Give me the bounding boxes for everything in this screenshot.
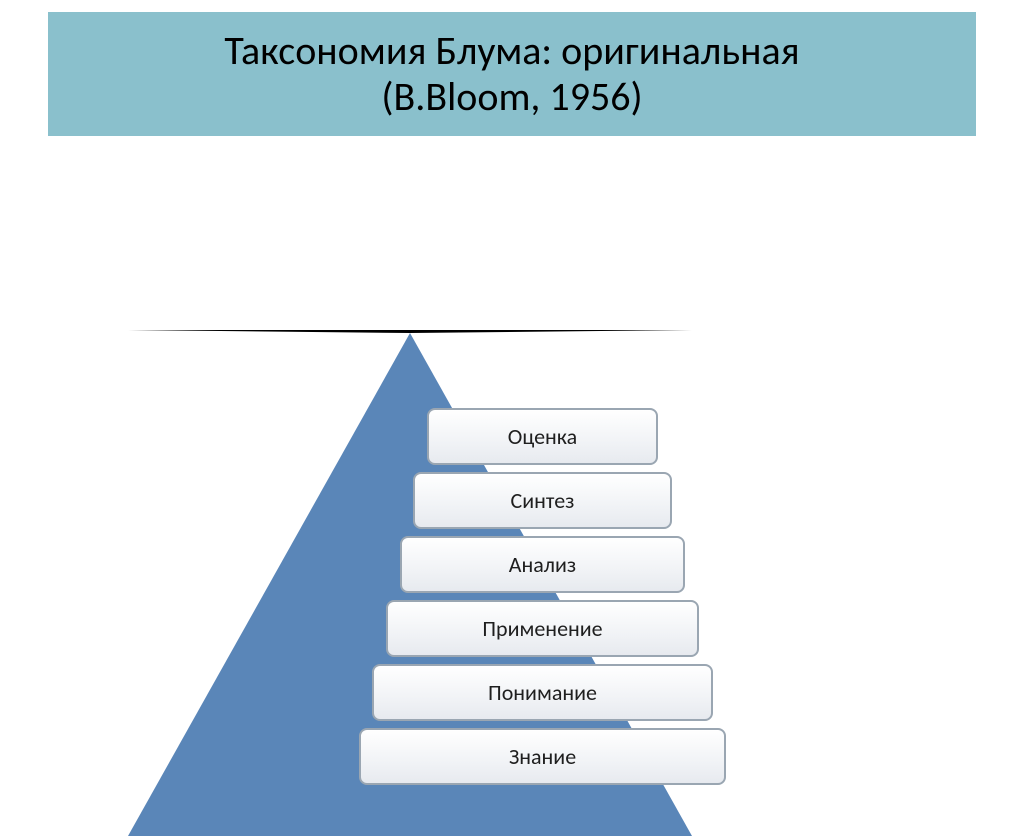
title-band: Таксономия Блума: оригинальная (B.Bloom,…	[48, 12, 976, 136]
pyramid-level-label: Анализ	[509, 551, 576, 578]
pyramid-level-5: Знание	[359, 728, 726, 785]
pyramid-level-1: Синтез	[413, 472, 672, 529]
pyramid-level-label: Понимание	[488, 679, 597, 706]
pyramid-level-label: Оценка	[508, 423, 577, 450]
pyramid-level-3: Применение	[386, 600, 699, 657]
pyramid-diagram: Оценка Синтез Анализ Применение Понимание Зна…	[0, 160, 1024, 767]
pyramid-level-0: Оценка	[427, 408, 658, 465]
title-line-2: (B.Bloom, 1956)	[381, 72, 642, 121]
pyramid-level-2: Анализ	[400, 536, 685, 593]
slide-title: Таксономия Блума: оригинальная (B.Bloom,…	[224, 28, 799, 120]
pyramid-level-4: Понимание	[372, 664, 713, 721]
pyramid-level-label: Синтез	[511, 487, 575, 514]
pyramid-level-label: Применение	[482, 615, 602, 642]
title-line-1: Таксономия Блума: оригинальная	[224, 26, 799, 75]
pyramid-level-label: Знание	[509, 743, 576, 770]
slide: Таксономия Блума: оригинальная (B.Bloom,…	[0, 0, 1024, 767]
